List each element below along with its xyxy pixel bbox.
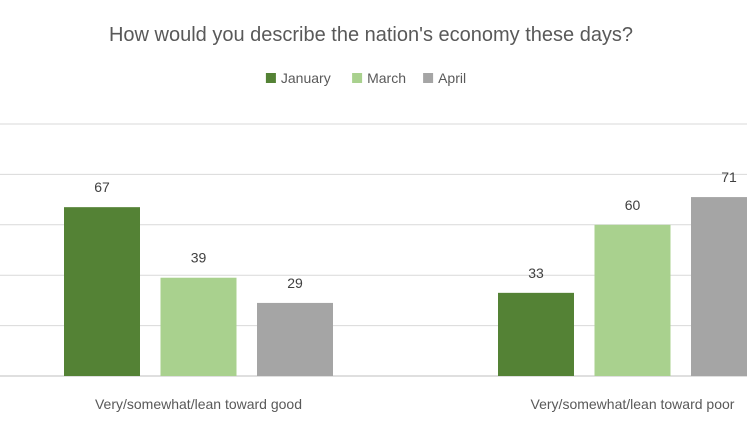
bar-april-0	[257, 302, 333, 376]
category-labels: Very/somewhat/lean toward good Very/somew…	[95, 396, 735, 412]
bar-january-0	[64, 207, 140, 376]
category-label-1: Very/somewhat/lean toward poor	[531, 396, 735, 412]
legend-swatch-march	[352, 73, 363, 83]
bar-april-1	[691, 197, 747, 376]
data-label-march-1: 60	[625, 197, 641, 213]
chart-title: How would you describe the nation's econ…	[109, 24, 633, 46]
legend-label-april: April	[438, 70, 466, 86]
data-label-march-0: 39	[191, 250, 207, 266]
data-label-april-0: 29	[287, 275, 303, 291]
legend: January March April	[265, 70, 466, 86]
legend-label-january: January	[281, 70, 331, 86]
bar-january-1	[498, 292, 574, 376]
legend-swatch-january	[265, 73, 276, 83]
bar-march-0	[160, 277, 237, 376]
bars	[64, 197, 747, 376]
legend-swatch-april	[423, 73, 434, 83]
data-label-april-1: 71	[721, 169, 737, 185]
value-labels: 67 39 29 33 60 71	[94, 169, 737, 291]
legend-label-march: March	[367, 70, 406, 86]
data-label-january-1: 33	[528, 265, 544, 281]
category-label-0: Very/somewhat/lean toward good	[95, 396, 302, 412]
bar-march-1	[594, 224, 671, 376]
data-label-january-0: 67	[94, 179, 110, 195]
